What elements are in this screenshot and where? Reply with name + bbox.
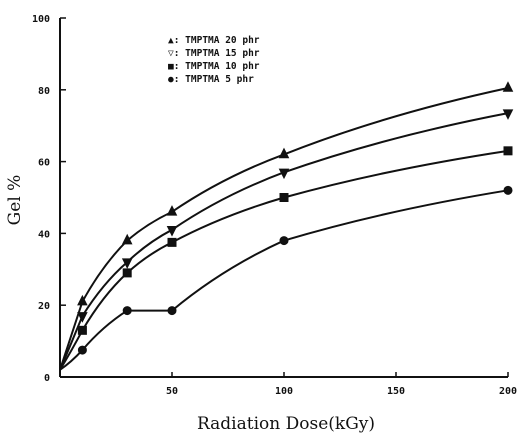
y-axis-label: Gel % xyxy=(5,175,25,226)
data-point-0 xyxy=(77,294,88,306)
y-tick-label: 60 xyxy=(38,158,50,169)
data-point-1 xyxy=(121,258,133,269)
data-point-0 xyxy=(121,233,133,245)
y-tick-label: 80 xyxy=(38,86,50,97)
y-tick-label: 0 xyxy=(44,373,50,384)
data-point-2 xyxy=(167,237,177,247)
fit-curve-3 xyxy=(59,189,509,371)
legend-entry: ■: TMPTMA 10 phr xyxy=(168,61,260,72)
y-tick-label: 100 xyxy=(32,14,50,25)
x-tick-label: 100 xyxy=(275,386,293,397)
x-tick-label: 200 xyxy=(499,386,517,397)
legend: ▲: TMPTMA 20 phr ▽: TMPTMA 15 phr ■: TMPTM… xyxy=(168,35,260,85)
data-point-2 xyxy=(77,325,87,335)
data-point-3 xyxy=(503,185,513,195)
x-tick-label: 150 xyxy=(387,386,405,397)
y-tick-label: 40 xyxy=(38,229,50,240)
data-point-3 xyxy=(279,236,289,246)
legend-entry: ▽: TMPTMA 15 phr xyxy=(168,48,260,59)
data-point-2 xyxy=(279,193,289,202)
x-axis-label: Radiation Dose(kGy) xyxy=(197,414,375,434)
data-point-1 xyxy=(278,168,290,180)
data-point-0 xyxy=(166,205,178,216)
data-points xyxy=(77,81,514,355)
data-point-0 xyxy=(278,147,290,159)
data-point-2 xyxy=(122,268,132,278)
data-point-1 xyxy=(502,109,514,120)
data-point-3 xyxy=(122,306,132,316)
fit-curves xyxy=(59,87,509,371)
legend-entry: ●: TMPTMA 5 phr xyxy=(168,74,254,85)
data-point-3 xyxy=(167,306,177,316)
y-tick-label: 20 xyxy=(38,301,50,312)
data-point-2 xyxy=(503,146,513,156)
legend-entry: ▲: TMPTMA 20 phr xyxy=(168,35,260,46)
data-point-1 xyxy=(77,312,88,323)
ticks: 50 100 150 200 0 20 40 60 80 100 xyxy=(32,14,517,397)
data-point-1 xyxy=(166,226,178,237)
data-point-0 xyxy=(502,81,514,92)
data-point-3 xyxy=(77,345,87,355)
fit-curve-0 xyxy=(59,87,509,371)
x-tick-label: 50 xyxy=(166,386,178,397)
